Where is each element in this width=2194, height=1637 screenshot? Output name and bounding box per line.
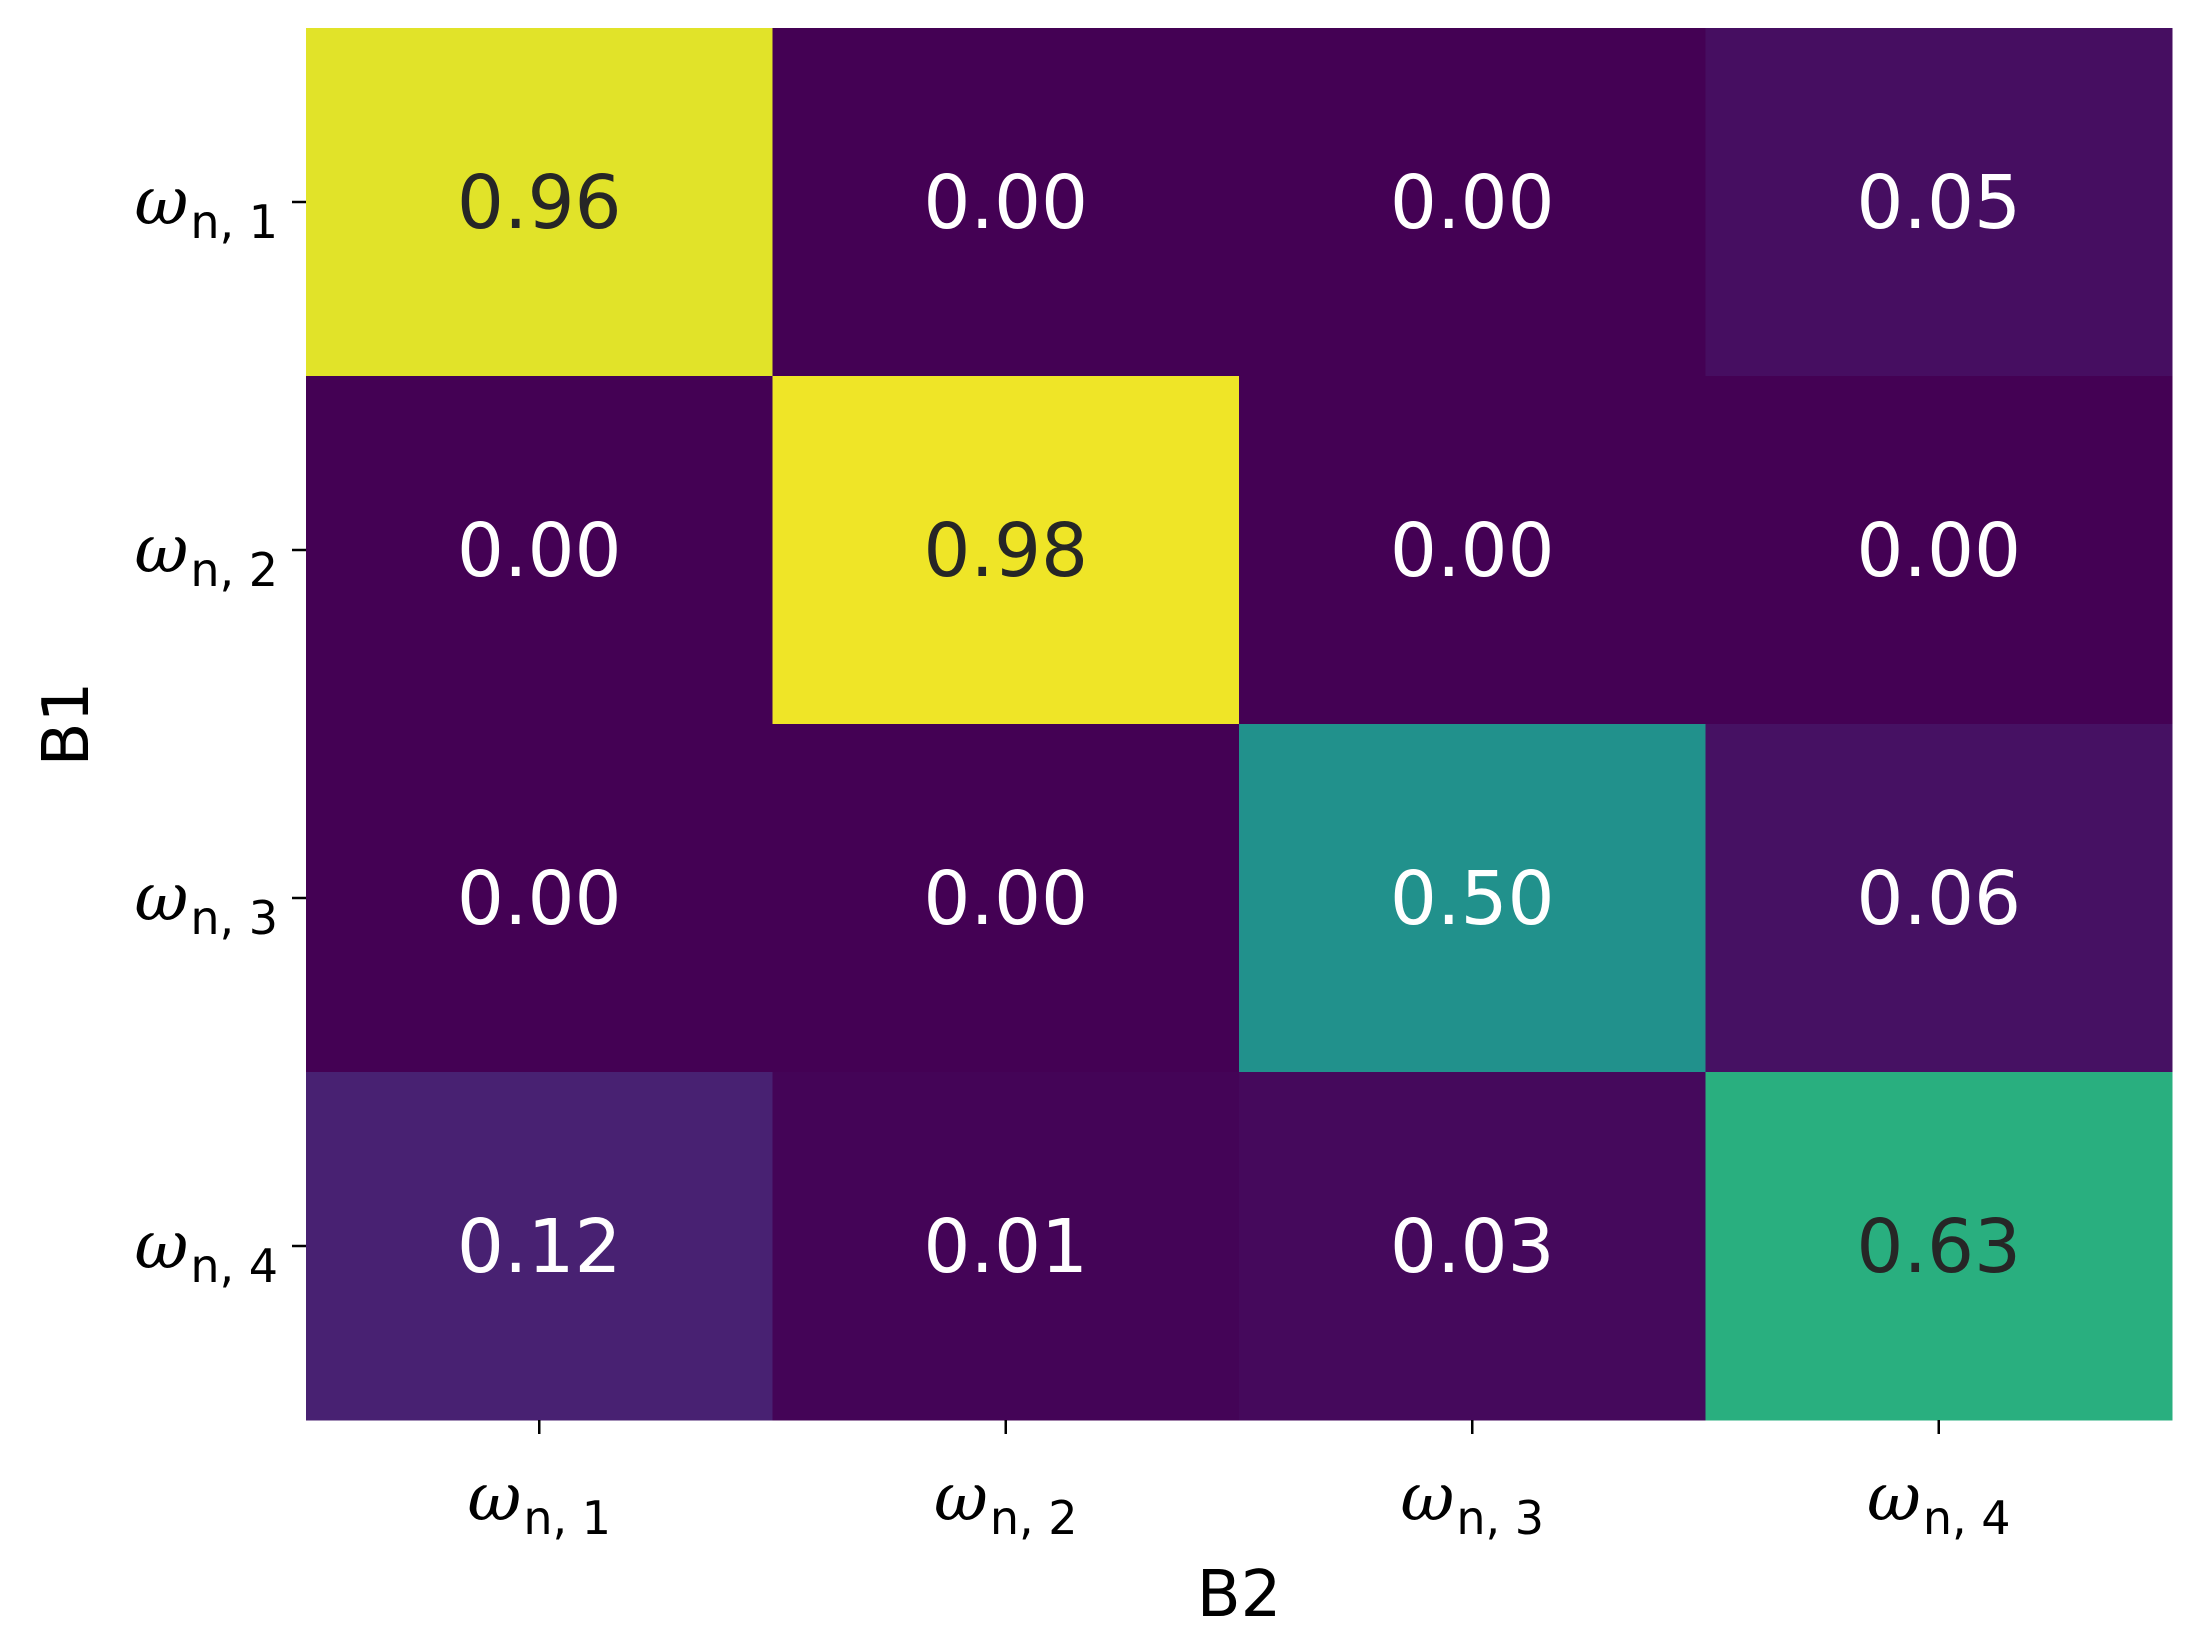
heatmap-cell-r2-c4 (1705, 376, 2173, 725)
cell-label-r1-c3: 0.00 (1390, 160, 1555, 246)
cell-label-r4-c3: 0.03 (1390, 1204, 1555, 1290)
x-tick-label-1: ωn, 1 (468, 1459, 612, 1545)
cell-label-r2-c3: 0.00 (1390, 508, 1555, 594)
cell-label-r2-c4: 0.00 (1856, 508, 2021, 594)
cell-label-r4-c1: 0.12 (457, 1204, 622, 1290)
heatmap-cell-r2-c2 (772, 376, 1240, 725)
x-tick-label-2: ωn, 2 (934, 1459, 1078, 1545)
x-axis-title: B2 (1197, 1558, 1282, 1632)
heatmap-cell-r1-c1 (306, 28, 773, 377)
heatmap-cells (306, 28, 2173, 1421)
cell-label-r1-c1: 0.96 (457, 160, 622, 246)
heatmap-cell-r4-c3 (1239, 1072, 1706, 1421)
heatmap-cell-r3-c1 (306, 724, 773, 1073)
y-tick-label-3: ωn, 3 (135, 859, 279, 945)
y-axis-ticks: ωn, 1 ωn, 2 ωn, 3 ωn, 4 (135, 163, 306, 1293)
heatmap-cell-r4-c1 (306, 1072, 773, 1421)
cell-label-r2-c2: 0.98 (923, 508, 1088, 594)
heatmap-cell-r1-c3 (1239, 28, 1706, 377)
heatmap-cell-labels: 0.96 0.00 0.00 0.05 0.00 0.98 0.00 0.00 0.00 0.00… (457, 160, 2021, 1290)
x-axis-ticks: ωn, 1 ωn, 2 ωn, 3 ωn, 4 (468, 1420, 2011, 1545)
y-tick-label-1: ωn, 1 (135, 163, 279, 249)
cell-label-r1-c4: 0.05 (1856, 160, 2021, 246)
cell-label-r3-c1: 0.00 (457, 856, 622, 942)
cell-label-r4-c4: 0.63 (1856, 1204, 2021, 1290)
heatmap-cell-r4-c4 (1705, 1072, 2173, 1421)
cell-label-r3-c3: 0.50 (1390, 856, 1555, 942)
x-tick-label-4: ωn, 4 (1867, 1459, 2011, 1545)
heatmap-cell-r3-c2 (772, 724, 1240, 1073)
heatmap-cell-r3-c4 (1705, 724, 2173, 1073)
y-axis-title: B1 (30, 682, 104, 767)
cell-label-r2-c1: 0.00 (457, 508, 622, 594)
cell-label-r4-c2: 0.01 (923, 1204, 1088, 1290)
heatmap-cell-r2-c3 (1239, 376, 1706, 725)
y-tick-label-2: ωn, 2 (135, 511, 279, 597)
heatmap-cell-r1-c4 (1705, 28, 2173, 377)
cell-label-r3-c2: 0.00 (923, 856, 1088, 942)
heatmap-cell-r3-c3 (1239, 724, 1706, 1073)
cell-label-r1-c2: 0.00 (923, 160, 1088, 246)
heatmap-cell-r1-c2 (772, 28, 1240, 377)
x-tick-label-3: ωn, 3 (1401, 1459, 1545, 1545)
heatmap-cell-r2-c1 (306, 376, 773, 725)
heatmap-cell-r4-c2 (772, 1072, 1240, 1421)
cell-label-r3-c4: 0.06 (1856, 856, 2021, 942)
y-tick-label-4: ωn, 4 (135, 1207, 279, 1293)
